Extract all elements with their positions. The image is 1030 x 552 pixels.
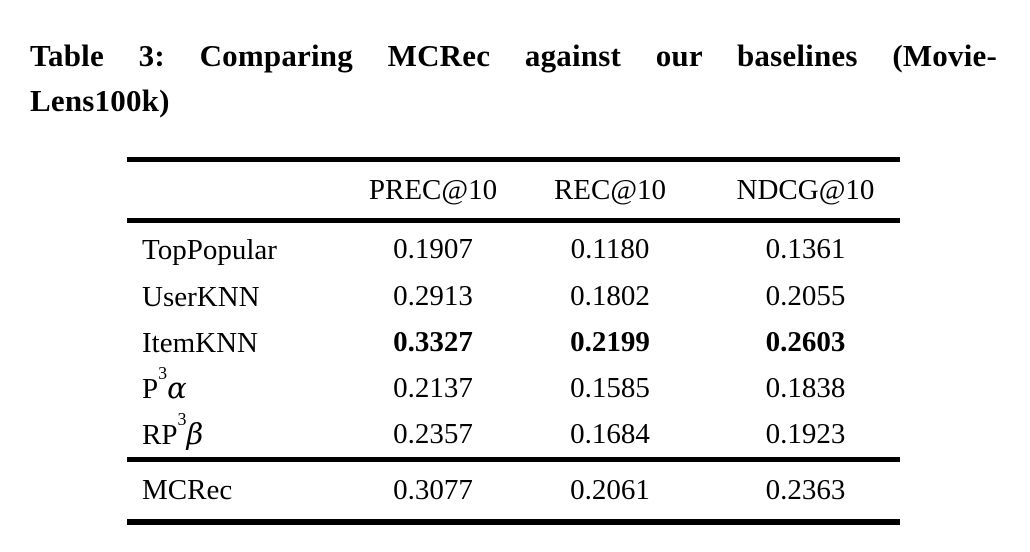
table-bottom-rule — [127, 519, 900, 525]
table-row: TopPopular 0.1907 0.1180 0.1361 — [127, 223, 900, 273]
table-row: RP3β 0.2357 0.1684 0.1923 — [127, 408, 900, 457]
metric-value: 0.2055 — [765, 279, 846, 312]
metric-value: 0.1684 — [570, 417, 650, 450]
metric-value: 0.3327 — [393, 325, 473, 358]
row-label: TopPopular — [142, 233, 277, 266]
caption-line-1: Table 3: Comparing MCRec against our bas… — [30, 38, 997, 73]
table-row: UserKNN 0.2913 0.1802 0.2055 — [127, 273, 900, 319]
table-row: P3α 0.2137 0.1585 0.1838 — [127, 362, 900, 411]
row-label: MCRec — [142, 474, 233, 506]
header-cell-rec: REC@10 — [553, 173, 667, 206]
row-label: P3α — [142, 362, 187, 405]
metric-value: 0.1585 — [570, 371, 650, 404]
row-label: ItemKNN — [142, 326, 258, 359]
table-mid-rule — [127, 457, 900, 462]
caption-line-2: Lens100k) — [30, 83, 170, 118]
metric-value: 0.1361 — [765, 232, 846, 265]
header-cell-ndcg: NDCG@10 — [736, 173, 875, 206]
metric-value: 0.2357 — [393, 417, 473, 450]
metric-value: 0.1180 — [570, 232, 650, 265]
results-table: PREC@10 REC@10 NDCG@10 TopPopular 0.1907… — [127, 157, 900, 525]
metric-value: 0.1907 — [393, 232, 473, 265]
metric-value: 0.2137 — [393, 371, 473, 404]
table-row: ItemKNN 0.3327 0.2199 0.2603 — [127, 319, 900, 365]
table-caption: Table 3: Comparing MCRec against our bas… — [30, 33, 997, 123]
metric-value: 0.2603 — [765, 325, 846, 358]
greek-symbol: α — [167, 370, 187, 405]
metric-value: 0.2061 — [570, 474, 650, 506]
table-header-row: PREC@10 REC@10 NDCG@10 — [127, 162, 900, 218]
metric-value: 0.3077 — [393, 474, 473, 506]
table-header-rule — [127, 218, 900, 223]
row-label: RP3β — [142, 408, 204, 451]
table-row-mcrec: MCRec 0.3077 0.2061 0.2363 — [127, 462, 900, 519]
header-cell-prec: PREC@10 — [368, 173, 498, 206]
row-label: UserKNN — [142, 280, 260, 313]
metric-value: 0.2363 — [765, 474, 846, 506]
table-top-rule — [127, 157, 900, 162]
superscript: 3 — [177, 408, 187, 429]
metric-value: 0.2913 — [393, 279, 473, 312]
metric-value: 0.2199 — [570, 325, 650, 358]
metric-value: 0.1923 — [765, 417, 846, 450]
superscript: 3 — [158, 362, 168, 383]
metric-value: 0.1838 — [765, 371, 846, 404]
greek-symbol: β — [186, 416, 204, 451]
metric-value: 0.1802 — [570, 279, 650, 312]
